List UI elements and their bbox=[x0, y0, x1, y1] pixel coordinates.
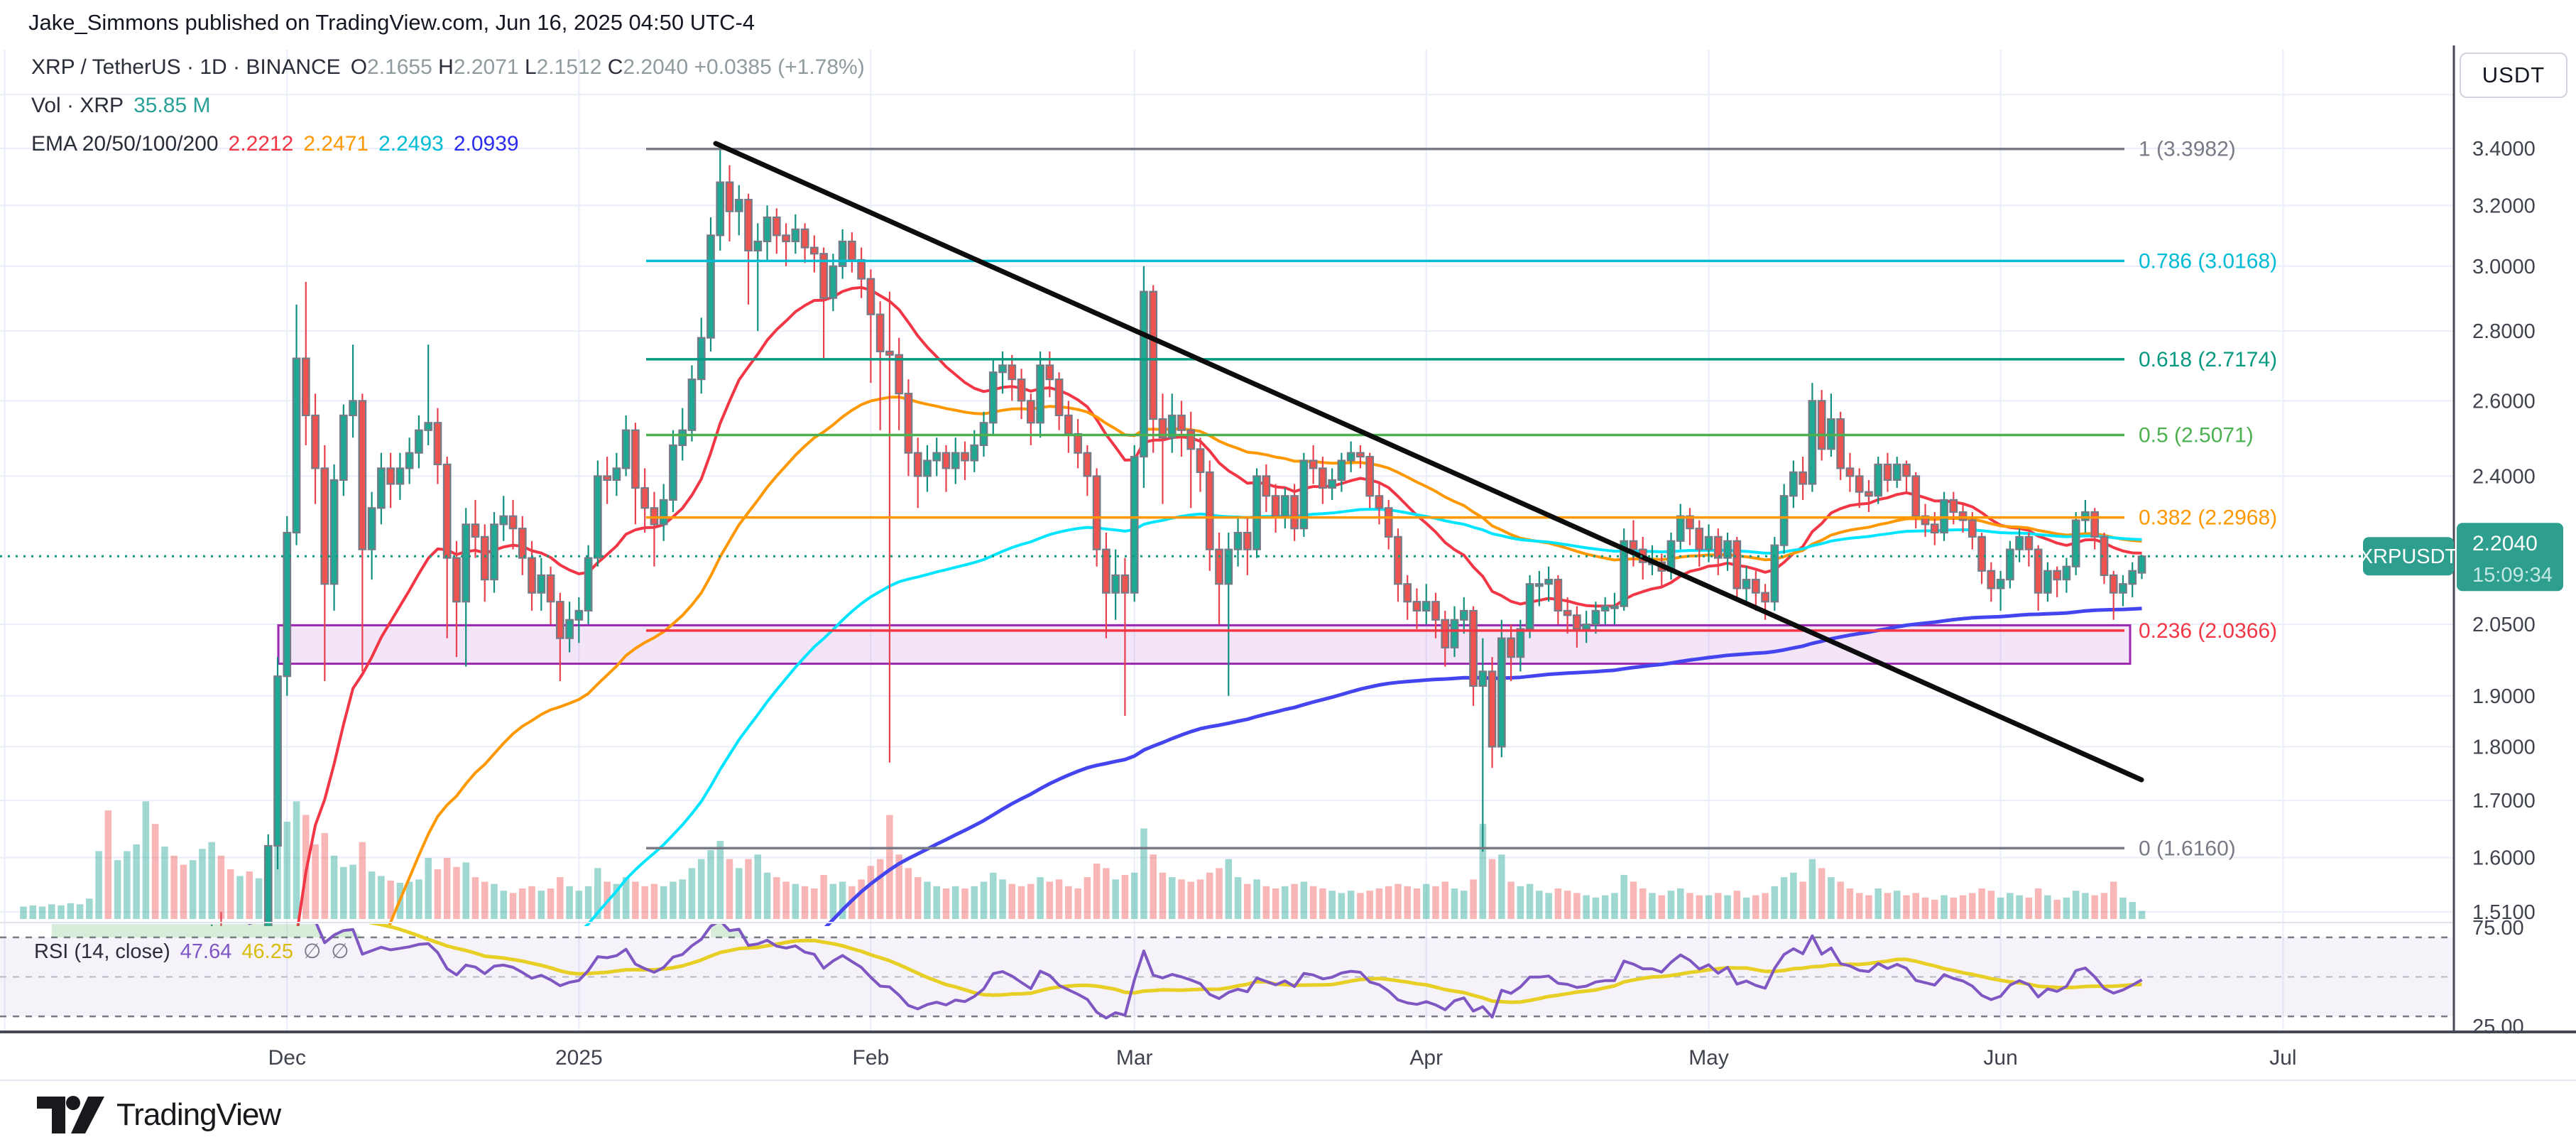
legend-rsi-row[interactable]: RSI (14, close) 47.64 46.25 ∅ ∅ bbox=[34, 939, 349, 964]
rsi-label: RSI (14, close) bbox=[34, 940, 170, 963]
candles bbox=[211, 148, 2146, 926]
svg-text:2.2040: 2.2040 bbox=[2472, 532, 2538, 555]
svg-text:3.2000: 3.2000 bbox=[2472, 195, 2536, 217]
svg-text:2025: 2025 bbox=[555, 1046, 603, 1070]
current-price-tag: XRPUSDT 2.2040 15:09:34 bbox=[2359, 523, 2563, 592]
svg-text:75.00: 75.00 bbox=[2472, 917, 2524, 940]
svg-text:1 (3.3982): 1 (3.3982) bbox=[2139, 138, 2236, 161]
publish-watermark: Jake_Simmons published on TradingView.co… bbox=[28, 10, 755, 35]
svg-text:2.4000: 2.4000 bbox=[2472, 465, 2536, 488]
svg-text:Jul: Jul bbox=[2269, 1046, 2296, 1070]
legend-symbol-row[interactable]: XRP / TetherUS · 1D · BINANCE O2.1655 H2… bbox=[31, 55, 865, 80]
volume-bars bbox=[20, 801, 2146, 919]
svg-text:1.9000: 1.9000 bbox=[2472, 685, 2536, 708]
svg-text:Mar: Mar bbox=[1116, 1046, 1153, 1070]
volume-value: 35.85 M bbox=[133, 94, 211, 117]
ema50-line bbox=[387, 396, 2142, 926]
svg-text:May: May bbox=[1688, 1046, 1729, 1070]
svg-text:1.8000: 1.8000 bbox=[2472, 736, 2536, 758]
svg-text:1.7000: 1.7000 bbox=[2472, 790, 2536, 812]
svg-text:0 (1.6160): 0 (1.6160) bbox=[2139, 837, 2236, 860]
fib-retracement: 1 (3.3982) 0.786 (3.0168) 0.618 (2.7174) 0.… bbox=[646, 138, 2277, 860]
price-axis[interactable]: 3.4000 3.2000 3.0000 2.8000 2.6000 2.4000 2.05… bbox=[2472, 138, 2536, 1038]
legend-volume-row[interactable]: Vol · XRP 35.85 M bbox=[31, 94, 210, 118]
svg-text:Feb: Feb bbox=[853, 1046, 890, 1070]
tradingview-logo[interactable]: TradingView bbox=[37, 1094, 281, 1136]
svg-text:1.6000: 1.6000 bbox=[2472, 847, 2536, 869]
svg-text:3.4000: 3.4000 bbox=[2472, 138, 2536, 161]
ema-lines bbox=[296, 286, 2142, 926]
time-axis[interactable]: Dec 2025 Feb Mar Apr May Jun Jul bbox=[268, 1046, 2297, 1070]
svg-text:XRPUSDT: XRPUSDT bbox=[2359, 545, 2458, 568]
svg-text:25.00: 25.00 bbox=[2472, 1016, 2524, 1038]
rsi-ma-line bbox=[369, 924, 2142, 1004]
descending-trendline bbox=[713, 141, 2144, 783]
svg-text:0.5 (2.5071): 0.5 (2.5071) bbox=[2139, 424, 2254, 447]
rsi-lower-null: ∅ bbox=[331, 940, 349, 963]
svg-text:0.618 (2.7174): 0.618 (2.7174) bbox=[2139, 348, 2277, 371]
svg-text:0.382 (2.2968): 0.382 (2.2968) bbox=[2139, 506, 2277, 530]
symbol-title: XRP / TetherUS · 1D · BINANCE bbox=[31, 55, 341, 79]
ohlc-values: O2.1655 H2.2071 L2.1512 C2.2040 +0.0385 … bbox=[350, 55, 865, 79]
rsi-upper-null: ∅ bbox=[302, 940, 322, 963]
svg-text:1.5100: 1.5100 bbox=[2472, 901, 2536, 924]
ema-label: EMA 20/50/100/200 bbox=[31, 132, 219, 156]
volume-label: Vol · XRP bbox=[31, 94, 124, 117]
svg-text:2.8000: 2.8000 bbox=[2472, 320, 2536, 343]
svg-text:2.0500: 2.0500 bbox=[2472, 614, 2536, 636]
tradingview-logo-icon bbox=[37, 1096, 104, 1133]
ema100-value: 2.2493 bbox=[378, 132, 444, 156]
svg-text:15:09:34: 15:09:34 bbox=[2472, 564, 2553, 587]
svg-text:0.786 (3.0168): 0.786 (3.0168) bbox=[2139, 249, 2277, 273]
svg-text:2.6000: 2.6000 bbox=[2472, 390, 2536, 413]
ema100-line bbox=[584, 508, 2142, 926]
rsi-value: 47.64 bbox=[180, 940, 232, 963]
tradingview-logo-text: TradingView bbox=[116, 1097, 281, 1132]
svg-text:0.236 (2.0366): 0.236 (2.0366) bbox=[2139, 619, 2277, 643]
ema200-value: 2.0939 bbox=[453, 132, 519, 156]
currency-toggle-button[interactable]: USDT bbox=[2460, 53, 2567, 98]
ema50-value: 2.2471 bbox=[303, 132, 369, 156]
change-value: +0.0385 (+1.78%) bbox=[694, 55, 865, 79]
rsi-line bbox=[248, 924, 2143, 1020]
ema20-line bbox=[296, 286, 2142, 926]
ema20-value: 2.2212 bbox=[228, 132, 294, 156]
svg-text:3.0000: 3.0000 bbox=[2472, 256, 2536, 278]
legend-ema-row[interactable]: EMA 20/50/100/200 2.2212 2.2471 2.2493 2… bbox=[31, 132, 519, 156]
svg-text:Apr: Apr bbox=[1409, 1046, 1443, 1070]
ema200-line bbox=[824, 607, 2142, 926]
svg-text:Dec: Dec bbox=[268, 1046, 306, 1070]
rsi-ma-value: 46.25 bbox=[241, 940, 293, 963]
rsi-pane bbox=[0, 924, 2454, 1020]
svg-text:Jun: Jun bbox=[1983, 1046, 2017, 1070]
